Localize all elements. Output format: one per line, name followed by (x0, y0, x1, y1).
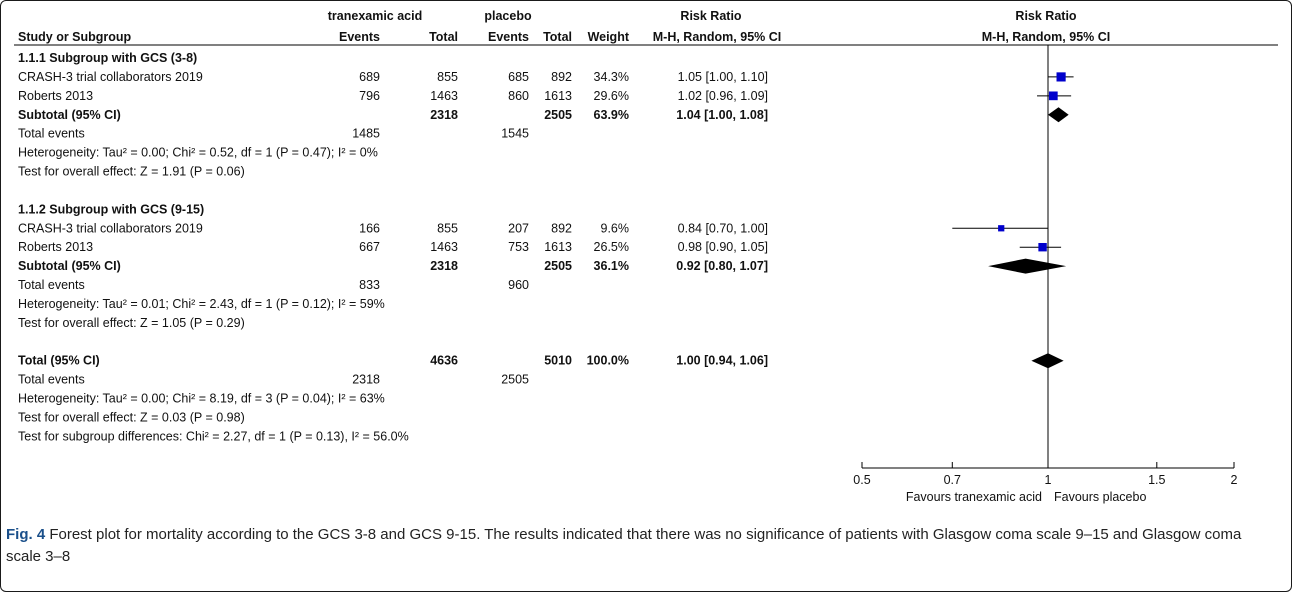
study-row-ci: 1.02 [0.96, 1.09] (678, 89, 768, 103)
study-point-marker (1038, 242, 1047, 252)
study-row-ci: 1.05 [1.00, 1.10] (678, 70, 768, 84)
note-row-label: Test for subgroup differences: Chi² = 2.… (18, 429, 409, 443)
events-row-events-2: 960 (508, 278, 529, 292)
events-row-events-1: 1485 (352, 127, 380, 141)
events-row-label: Total events (18, 278, 85, 292)
subtotal-row-total-2: 2505 (544, 259, 572, 273)
header-plot-title: Risk Ratio (1015, 9, 1076, 23)
events-row-events-2: 2505 (501, 373, 529, 387)
events-row-events-1: 2318 (352, 373, 380, 387)
subtotal-row-ci: 1.04 [1.00, 1.08] (676, 108, 768, 122)
pooled-estimate-diamond (1048, 107, 1069, 123)
study-row-label: Roberts 2013 (18, 240, 93, 254)
subtotal-row-weight: 100.0% (587, 354, 629, 368)
plot-area: 0.5 0.7 1 1.5 2 Favours tranexamic acid Favour… (853, 45, 1238, 504)
study-row-total-1: 855 (437, 221, 458, 235)
x-tick-label: 0.7 (944, 473, 961, 487)
study-row-weight: 29.6% (594, 89, 629, 103)
header-group2: placebo (484, 9, 532, 23)
subtotal-row-label: Subtotal (95% CI) (18, 108, 121, 122)
note-row-label: Test for overall effect: Z = 1.91 (P = 0… (18, 165, 245, 179)
study-row-events-2: 207 (508, 221, 529, 235)
header-group1: tranexamic acid (328, 9, 423, 23)
events-row-events-2: 1545 (501, 127, 529, 141)
heading-row-label: 1.1.2 Subgroup with GCS (9-15) (18, 202, 204, 216)
header-ci-method: M-H, Random, 95% CI (653, 30, 782, 44)
study-row-weight: 9.6% (601, 221, 630, 235)
pooled-estimate-diamond (988, 258, 1067, 274)
forest-plot: tranexamic acid placebo Risk Ratio Risk … (14, 9, 1278, 504)
study-row-label: CRASH-3 trial collaborators 2019 (18, 221, 203, 235)
header-study: Study or Subgroup (18, 30, 132, 44)
study-row-total-2: 1613 (544, 240, 572, 254)
subtotal-row-ci: 0.92 [0.80, 1.07] (676, 259, 768, 273)
subtotal-row-label: Total (95% CI) (18, 354, 100, 368)
heading-row-label: 1.1.1 Subgroup with GCS (3-8) (18, 51, 197, 65)
events-row-label: Total events (18, 373, 85, 387)
header-events-2: Events (488, 30, 529, 44)
pooled-estimate-diamond (1031, 353, 1064, 369)
note-row-label: Heterogeneity: Tau² = 0.00; Chi² = 8.19,… (18, 392, 385, 406)
study-row-events-1: 689 (359, 70, 380, 84)
subtotal-row-total-1: 2318 (430, 108, 458, 122)
study-point-marker (1056, 72, 1066, 82)
events-row-events-1: 833 (359, 278, 380, 292)
study-row-label: Roberts 2013 (18, 89, 93, 103)
subtotal-row-total-2: 5010 (544, 354, 572, 368)
subtotal-row-label: Subtotal (95% CI) (18, 259, 121, 273)
study-row-events-1: 796 (359, 89, 380, 103)
note-row-label: Heterogeneity: Tau² = 0.00; Chi² = 0.52,… (18, 146, 378, 160)
caption-text: Forest plot for mortality according to t… (6, 526, 1242, 565)
study-row-total-2: 892 (551, 221, 572, 235)
subtotal-row-ci: 1.00 [0.94, 1.06] (676, 354, 768, 368)
caption-label: Fig. 4 (6, 526, 46, 543)
x-tick-label: 1 (1045, 473, 1052, 487)
table-rows: 1.1.1 Subgroup with GCS (3-8) CRASH-3 tri… (18, 51, 768, 443)
study-row-events-1: 667 (359, 240, 380, 254)
study-row-weight: 26.5% (594, 240, 629, 254)
study-row-ci: 0.84 [0.70, 1.00] (678, 221, 768, 235)
note-row-label: Heterogeneity: Tau² = 0.01; Chi² = 2.43,… (18, 297, 385, 311)
header-events-1: Events (339, 30, 380, 44)
study-point-marker (1048, 91, 1058, 101)
study-row-events-2: 860 (508, 89, 529, 103)
events-row-label: Total events (18, 127, 85, 141)
header-plot-subtitle: M-H, Random, 95% CI (982, 30, 1111, 44)
study-point-marker (998, 225, 1005, 232)
subtotal-row-total-1: 2318 (430, 259, 458, 273)
note-row-label: Test for overall effect: Z = 0.03 (P = 0… (18, 410, 245, 424)
header-weight: Weight (588, 30, 630, 44)
study-row-total-1: 855 (437, 70, 458, 84)
study-row-events-2: 685 (508, 70, 529, 84)
study-row-total-2: 1613 (544, 89, 572, 103)
favours-right-label: Favours placebo (1054, 490, 1146, 504)
favours-left-label: Favours tranexamic acid (906, 490, 1042, 504)
study-row-total-2: 892 (551, 70, 572, 84)
figure-caption: Fig. 4 Forest plot for mortality accordi… (6, 524, 1276, 568)
subtotal-row-total-2: 2505 (544, 108, 572, 122)
study-row-events-1: 166 (359, 221, 380, 235)
study-row-total-1: 1463 (430, 240, 458, 254)
header-total-1: Total (429, 30, 458, 44)
header-total-2: Total (543, 30, 572, 44)
subtotal-row-weight: 63.9% (594, 108, 629, 122)
x-tick-label: 1.5 (1148, 473, 1165, 487)
x-tick-label: 2 (1231, 473, 1238, 487)
subtotal-row-total-1: 4636 (430, 354, 458, 368)
subtotal-row-weight: 36.1% (594, 259, 629, 273)
study-row-weight: 34.3% (594, 70, 629, 84)
study-row-label: CRASH-3 trial collaborators 2019 (18, 70, 203, 84)
study-row-ci: 0.98 [0.90, 1.05] (678, 240, 768, 254)
note-row-label: Test for overall effect: Z = 1.05 (P = 0… (18, 316, 245, 330)
x-tick-label: 0.5 (853, 473, 870, 487)
header-rr-title: Risk Ratio (680, 9, 741, 23)
study-row-events-2: 753 (508, 240, 529, 254)
study-row-total-1: 1463 (430, 89, 458, 103)
